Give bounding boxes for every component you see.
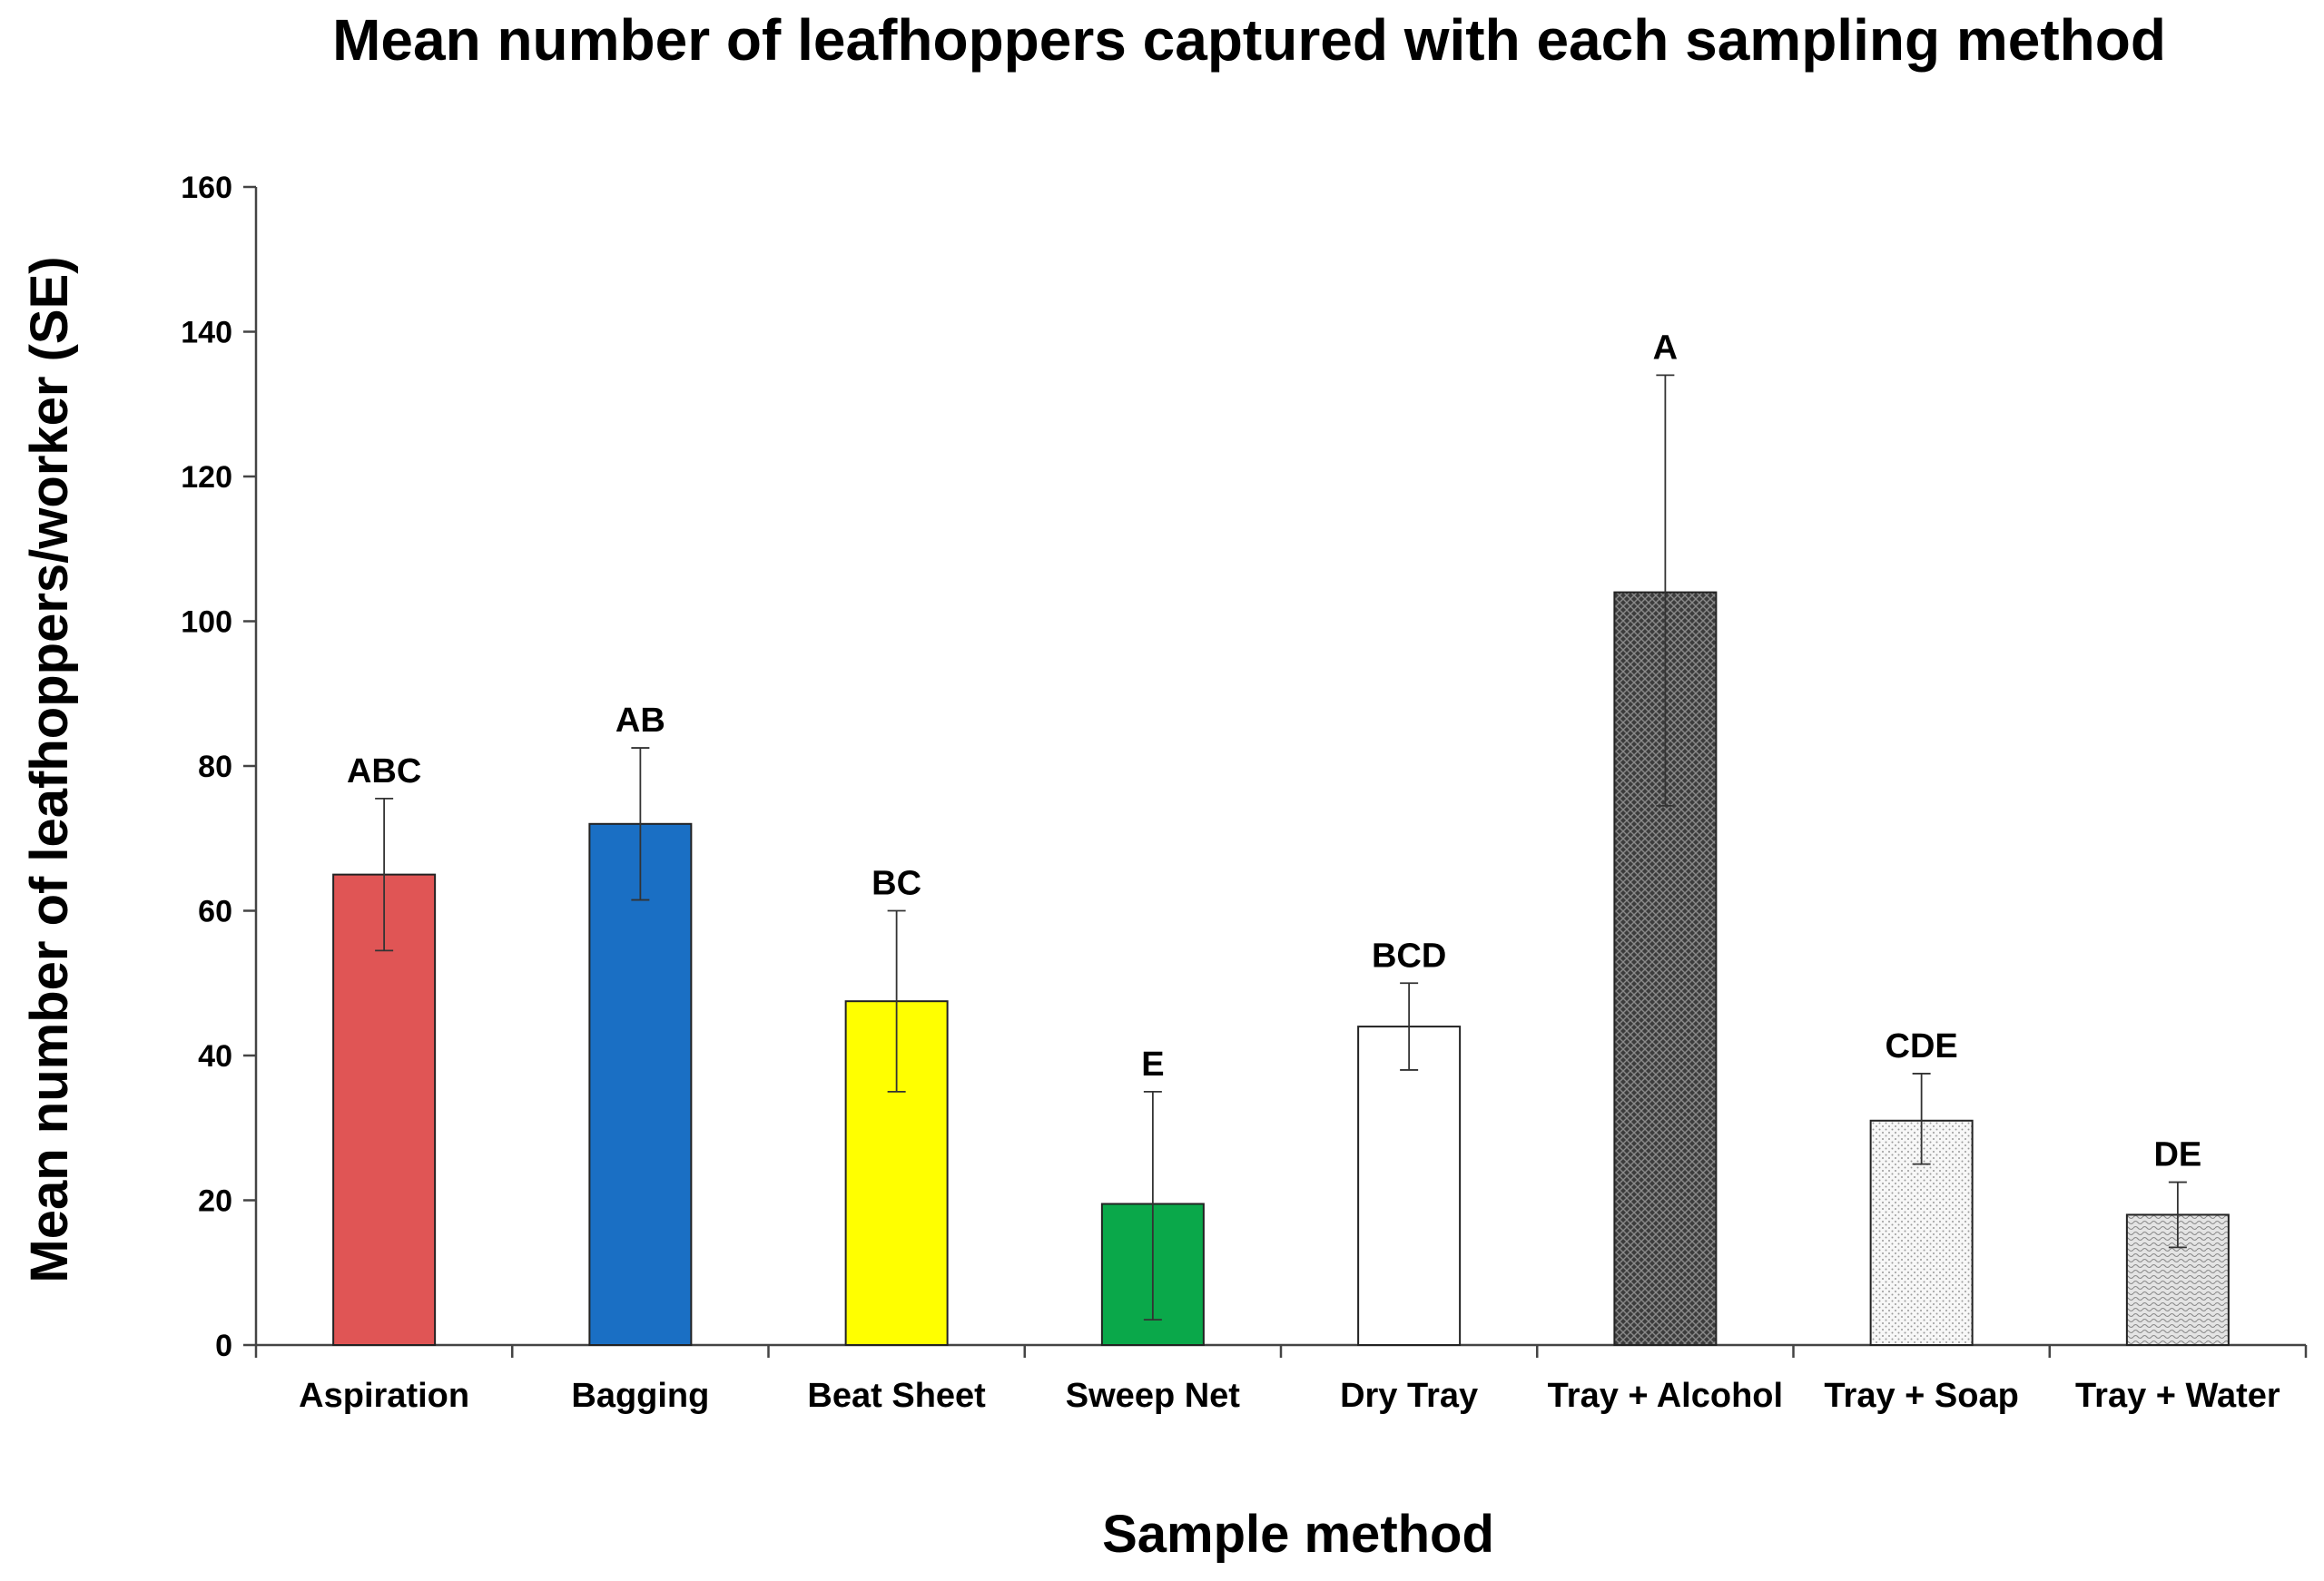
x-tick-label: Sweep Net xyxy=(1066,1377,1241,1415)
chart-title: Mean number of leafhoppers captured with… xyxy=(332,7,2166,73)
x-tick-label: Beat Sheet xyxy=(807,1377,986,1415)
y-tick-label: 160 xyxy=(181,171,232,205)
y-tick-label: 0 xyxy=(215,1329,232,1363)
significance-letter: A xyxy=(1653,329,1678,367)
significance-letter: E xyxy=(1141,1046,1164,1084)
y-tick-label: 60 xyxy=(198,895,232,929)
significance-letter: DE xyxy=(2153,1136,2201,1174)
x-tick-label: Bagging xyxy=(571,1377,709,1415)
significance-letter: CDE xyxy=(1886,1027,1958,1065)
y-tick-label: 100 xyxy=(181,605,232,640)
y-tick-label: 140 xyxy=(181,316,232,350)
bar-aspiration xyxy=(332,873,437,1346)
x-tick-label: Tray + Alcohol xyxy=(1548,1377,1783,1415)
y-tick-label: 20 xyxy=(198,1184,232,1219)
y-tick-label: 120 xyxy=(181,460,232,495)
x-tick-label: Aspiration xyxy=(299,1377,469,1415)
x-tick-label: Tray + Water xyxy=(2075,1377,2280,1415)
bar-bagging xyxy=(588,822,693,1346)
significance-letter: BCD xyxy=(1372,937,1446,975)
x-axis-label: Sample method xyxy=(1102,1505,1494,1564)
significance-letter: ABC xyxy=(347,752,421,790)
y-tick-label: 40 xyxy=(198,1039,232,1074)
y-tick-label: 80 xyxy=(198,750,232,784)
x-tick-label: Dry Tray xyxy=(1340,1377,1478,1415)
plot-area: 020406080100120140160ABCAspirationABBagg… xyxy=(181,171,2308,1415)
x-tick-label: Tray + Soap xyxy=(1824,1377,2018,1415)
bar-dry-tray xyxy=(1357,1026,1462,1346)
significance-letter: AB xyxy=(615,702,665,740)
significance-letter: BC xyxy=(872,865,921,903)
y-axis-label: Mean number of leafhoppers/worker (SE) xyxy=(20,256,79,1282)
